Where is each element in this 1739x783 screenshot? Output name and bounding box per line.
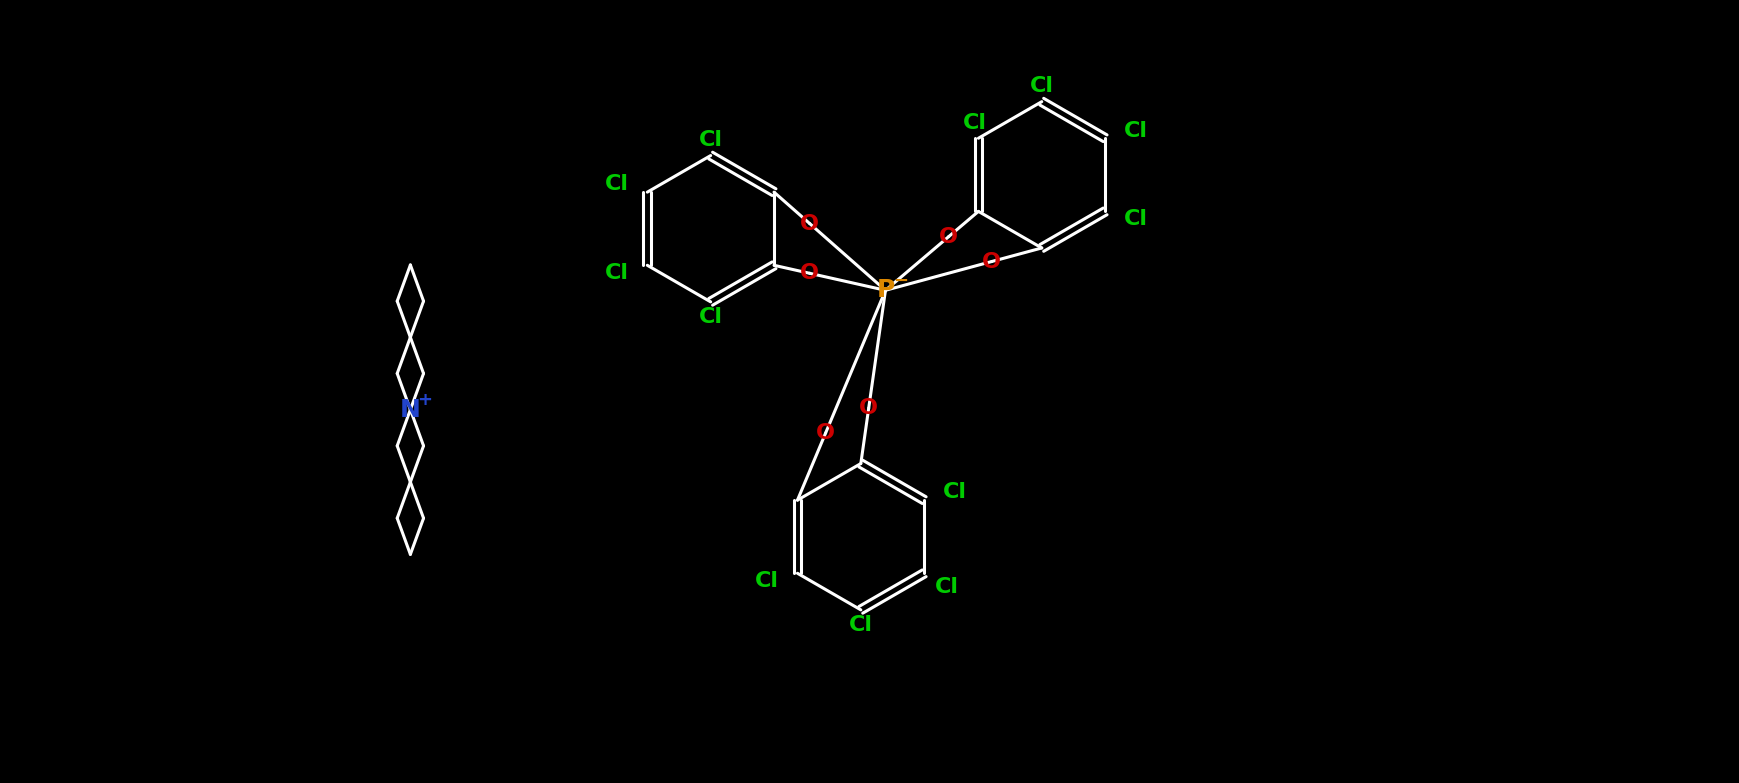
Text: N: N bbox=[400, 398, 421, 422]
Text: Cl: Cl bbox=[1123, 121, 1148, 140]
Text: O: O bbox=[800, 214, 819, 233]
Text: −: − bbox=[894, 272, 908, 290]
Text: Cl: Cl bbox=[963, 113, 986, 133]
Text: Cl: Cl bbox=[1029, 76, 1054, 96]
Text: O: O bbox=[983, 251, 1002, 272]
Text: Cl: Cl bbox=[605, 263, 628, 283]
Text: Cl: Cl bbox=[849, 615, 873, 635]
Text: O: O bbox=[859, 398, 878, 418]
Text: Cl: Cl bbox=[1123, 209, 1148, 229]
Text: +: + bbox=[417, 392, 431, 410]
Text: Cl: Cl bbox=[755, 571, 779, 591]
Text: O: O bbox=[939, 226, 958, 247]
Text: Cl: Cl bbox=[699, 130, 723, 150]
Text: P: P bbox=[876, 278, 894, 302]
Text: Cl: Cl bbox=[605, 175, 628, 194]
Text: O: O bbox=[816, 423, 835, 443]
Text: O: O bbox=[800, 263, 819, 283]
Text: Cl: Cl bbox=[699, 307, 723, 327]
Text: Cl: Cl bbox=[936, 577, 960, 597]
Text: Cl: Cl bbox=[943, 482, 967, 503]
